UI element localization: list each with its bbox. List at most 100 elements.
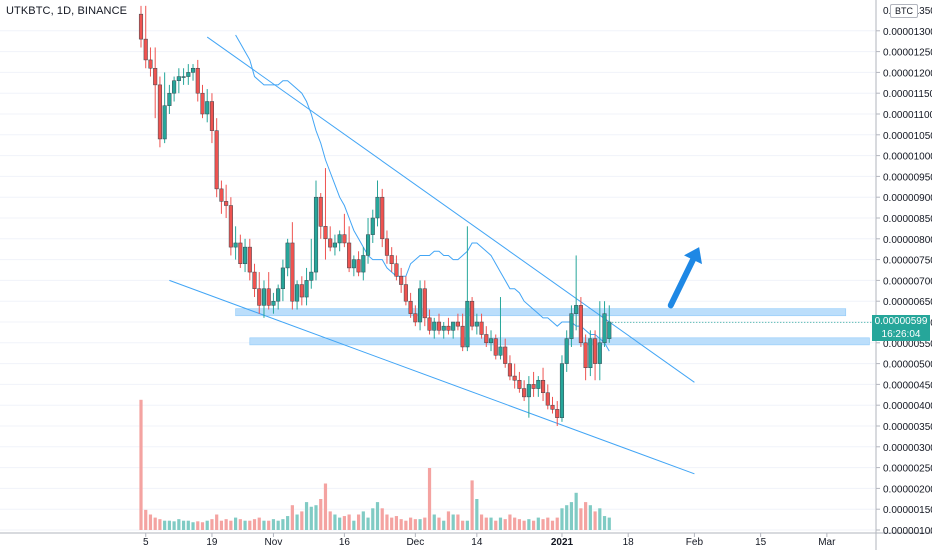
candle <box>351 255 356 277</box>
volume-bar <box>361 511 365 530</box>
volume-bar <box>451 514 455 530</box>
volume-bar <box>243 520 247 530</box>
candlesticks <box>138 5 612 426</box>
candle <box>313 180 319 281</box>
volume-bar <box>513 517 517 530</box>
time-axis[interactable]: 5 19 Nov 16 Dec 14 2021 18 Feb 15 Mar <box>143 533 836 548</box>
volume-bar <box>323 483 328 530</box>
candle <box>413 305 418 327</box>
volume-bar <box>569 502 574 530</box>
candle-body <box>588 338 593 369</box>
candle <box>280 259 285 302</box>
candle-body <box>285 242 290 269</box>
candle-body <box>247 246 252 273</box>
candle-body <box>507 363 512 377</box>
candle-body <box>266 288 271 306</box>
symbol-title: UTKBTC, 1D, BINANCE <box>6 5 128 17</box>
candle-body <box>536 379 541 389</box>
price-tick: 0.00000800 <box>883 235 932 246</box>
candle-body <box>526 384 531 398</box>
candle <box>247 238 252 281</box>
candle <box>347 226 352 273</box>
time-tick: 19 <box>206 537 218 548</box>
candle <box>299 276 304 306</box>
candle <box>195 59 200 102</box>
candle-body <box>190 67 196 73</box>
volume-bar <box>229 520 233 530</box>
volume-bar <box>267 520 271 530</box>
price-tick: 0.00000500 <box>883 360 932 371</box>
volume-bar <box>371 508 375 530</box>
volume-bar <box>181 520 186 530</box>
volume-bar <box>191 522 195 530</box>
candle-body <box>541 379 546 393</box>
candle-body <box>550 404 555 410</box>
candle <box>512 363 517 389</box>
volume-bar <box>200 522 205 530</box>
candle <box>328 226 333 252</box>
candle-body <box>522 388 527 398</box>
candle <box>460 313 465 352</box>
volume-bar <box>465 520 469 530</box>
candle <box>214 118 219 198</box>
candle <box>446 317 451 335</box>
candle-body <box>257 288 262 306</box>
candle-body <box>455 321 460 327</box>
support-zone <box>235 308 847 317</box>
candle <box>545 384 550 410</box>
candle <box>370 209 375 243</box>
candle-body <box>347 242 352 269</box>
currency-badge[interactable]: BTC <box>890 4 918 18</box>
arrow-head <box>684 247 702 265</box>
candle <box>593 330 598 381</box>
volume-bar <box>565 505 569 530</box>
candle-body <box>143 38 148 61</box>
price-axis[interactable]: 0.000013500.000013000.000012500.00001200… <box>876 6 932 537</box>
volume-bar <box>163 520 167 530</box>
price-tick: 0.00001150 <box>883 89 932 100</box>
candle <box>531 371 536 397</box>
candle <box>252 263 257 298</box>
candle <box>285 238 290 277</box>
volume-bar <box>186 520 190 530</box>
candle-body <box>153 67 158 86</box>
price-tick: 0.00000850 <box>883 214 932 225</box>
candle <box>157 76 162 148</box>
candle <box>441 322 446 339</box>
volume-bar <box>432 514 436 530</box>
time-tick: 14 <box>471 537 483 548</box>
arrow-shaft <box>667 256 697 309</box>
price-tick: 0.00000250 <box>883 464 932 475</box>
candle <box>455 313 460 331</box>
candle <box>569 305 574 347</box>
candle-body <box>214 130 219 190</box>
volume-bar <box>494 520 498 530</box>
volume-bar <box>588 505 592 530</box>
volume-bar <box>172 521 176 530</box>
candle-body <box>488 338 494 344</box>
price-tick: 0.00000200 <box>883 484 932 495</box>
candle-body <box>498 346 503 356</box>
volume-bar <box>319 499 323 530</box>
candle <box>295 280 300 310</box>
volume-bar <box>347 514 351 530</box>
candle <box>337 230 342 252</box>
current-price-badge: 0.00000599 <box>872 315 930 329</box>
volume-bar <box>262 520 266 530</box>
volume-bar <box>148 514 153 530</box>
volume-bar <box>550 520 555 530</box>
volume-bar <box>290 505 294 530</box>
price-tick: 0.00000950 <box>883 172 932 183</box>
candle-body <box>228 205 233 248</box>
candle <box>432 317 437 339</box>
upper-trendline <box>206 36 695 383</box>
volume-bar <box>215 514 219 530</box>
candle <box>304 267 309 306</box>
candle-body <box>157 84 162 140</box>
candle <box>318 193 323 239</box>
candle-body <box>465 300 470 348</box>
candle-body <box>181 76 186 78</box>
candle-body <box>432 321 437 331</box>
